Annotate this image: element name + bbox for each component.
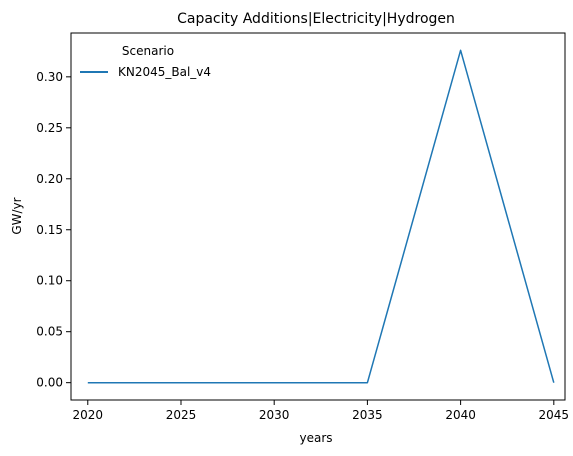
x-tick-label: 2020 (73, 408, 104, 422)
y-axis-ticks: 0.00 0.05 0.10 0.15 0.20 0.25 0.30 (36, 70, 71, 390)
plot-area-frame (70, 32, 566, 401)
legend: Scenario KN2045_Bal_v4 (80, 44, 211, 79)
y-axis-label: GW/yr (10, 197, 24, 234)
x-tick-label: 2035 (352, 408, 383, 422)
y-tick-label: 0.20 (36, 172, 63, 186)
series-layer (87, 49, 555, 384)
legend-label: KN2045_Bal_v4 (118, 65, 211, 79)
y-tick-label: 0.25 (36, 121, 63, 135)
x-tick-label: 2045 (539, 408, 570, 422)
y-tick-label: 0.10 (36, 274, 63, 288)
y-tick-label: 0.05 (36, 325, 63, 339)
x-axis-ticks: 2020 2025 2030 2035 2040 2045 (73, 400, 570, 422)
chart-title: Capacity Additions|Electricity|Hydrogen (177, 11, 455, 27)
x-tick-label: 2030 (259, 408, 290, 422)
x-tick-label: 2040 (445, 408, 476, 422)
y-tick-label: 0.30 (36, 70, 63, 84)
y-tick-label: 0.00 (36, 376, 63, 390)
legend-title: Scenario (122, 44, 174, 58)
y-tick-label: 0.15 (36, 223, 63, 237)
x-axis-label: years (299, 431, 332, 445)
x-tick-label: 2025 (166, 408, 197, 422)
series-line (87, 49, 555, 384)
